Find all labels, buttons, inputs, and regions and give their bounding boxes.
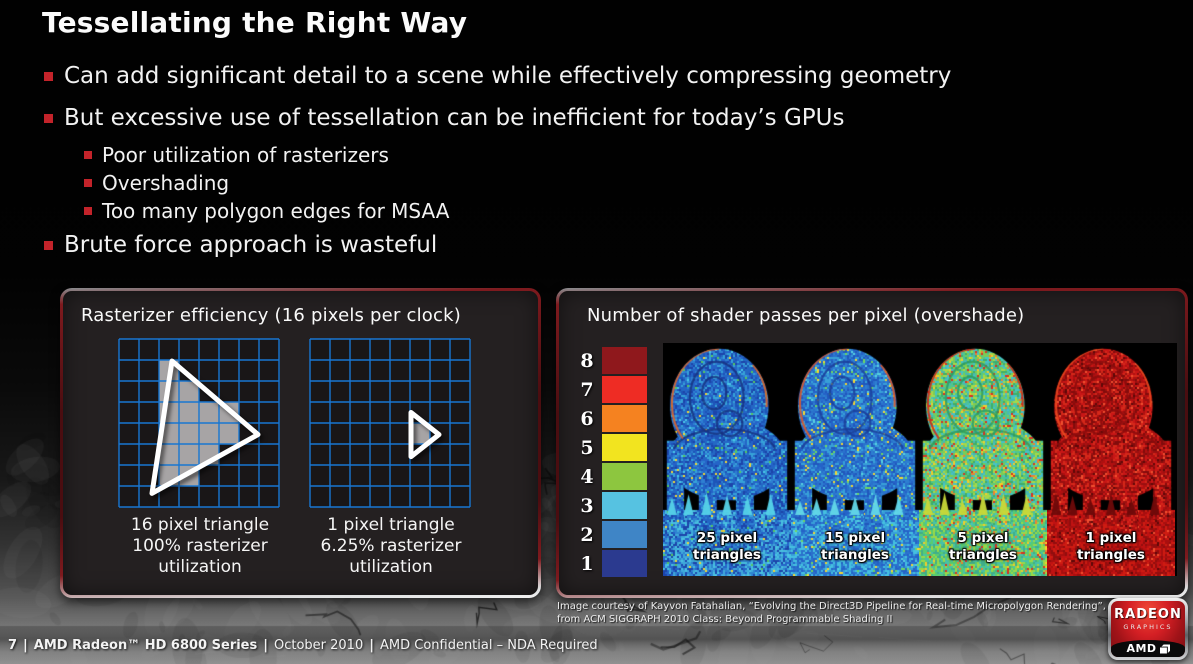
- panel-body: Number of shader passes per pixel (overs…: [559, 291, 1185, 595]
- bullet-square-icon: [84, 179, 92, 187]
- scale-value: 7: [580, 378, 594, 401]
- scale-swatch: [602, 550, 647, 577]
- page-number: 7: [8, 638, 18, 653]
- scale-swatch: [602, 405, 647, 432]
- scale-row: 8: [575, 346, 647, 375]
- scale-swatch: [602, 376, 647, 403]
- graphics-label: GRAPHICS: [1123, 623, 1173, 631]
- bullet-text: Brute force approach is wasteful: [64, 232, 438, 258]
- large-triangle-diagram: 16 pixel triangle 100% rasterizer utiliz…: [118, 338, 281, 578]
- caption-line: 16 pixel triangle: [130, 515, 270, 535]
- confidential-notice: AMD Confidential – NDA Required: [379, 638, 598, 653]
- heatmap-label: 1 pixel triangles: [1077, 530, 1145, 564]
- sub-bullet-item: Overshading: [84, 171, 229, 195]
- diagram-caption: 16 pixel triangle 100% rasterizer utiliz…: [119, 515, 281, 578]
- bullet-text: Too many polygon edges for MSAA: [102, 199, 450, 223]
- heatmap-image: [919, 343, 1047, 576]
- pixel-grid-diagram: [309, 338, 471, 508]
- bullet-square-icon: [84, 151, 92, 159]
- color-scale-legend: 8 7 6 5 4 3 2 1: [575, 346, 647, 578]
- sub-bullet-item: Too many polygon edges for MSAA: [84, 199, 449, 223]
- radeon-wordmark: RADEON: [1114, 607, 1182, 622]
- amd-arrow-icon: [1159, 643, 1170, 654]
- scale-row: 3: [575, 491, 647, 520]
- diagram-caption: 1 pixel triangle 6.25% rasterizer utiliz…: [310, 515, 472, 578]
- caption-line: 1 pixel triangle: [327, 515, 455, 535]
- bullet-square-icon: [44, 114, 53, 123]
- scale-row: 1: [575, 549, 647, 578]
- scale-swatch: [602, 347, 647, 374]
- bullet-text: Overshading: [102, 171, 230, 195]
- footer-separator: |: [263, 638, 268, 653]
- small-triangle-diagram: 1 pixel triangle 6.25% rasterizer utiliz…: [309, 338, 472, 578]
- bullet-text: Poor utilization of rasterizers: [102, 143, 389, 167]
- heatmap-image: [663, 343, 791, 576]
- image-credit-caption: Image courtesy of Kayvon Fatahalian, “Ev…: [557, 601, 1157, 626]
- bullet-square-icon: [44, 241, 53, 250]
- bullet-item: But excessive use of tessellation can be…: [44, 105, 844, 131]
- scale-value: 2: [580, 523, 594, 546]
- heatmap-1px: 1 pixel triangles: [1047, 343, 1175, 576]
- scale-swatch: [602, 492, 647, 519]
- heatmap-image: [791, 343, 919, 576]
- panel-body: Rasterizer efficiency (16 pixels per clo…: [63, 291, 538, 595]
- scale-swatch: [602, 463, 647, 490]
- bullet-text: But excessive use of tessellation can be…: [64, 105, 845, 131]
- scale-value: 3: [580, 494, 594, 517]
- bullet-item: Can add significant detail to a scene wh…: [44, 63, 951, 89]
- rasterizer-efficiency-panel: Rasterizer efficiency (16 pixels per clo…: [60, 288, 541, 598]
- bullet-square-icon: [84, 207, 92, 215]
- heatmap-15px: 15 pixel triangles: [791, 343, 919, 576]
- scale-value: 4: [580, 465, 594, 488]
- scale-row: 6: [575, 404, 647, 433]
- panel-title: Rasterizer efficiency (16 pixels per clo…: [81, 305, 461, 326]
- scale-row: 2: [575, 520, 647, 549]
- heatmap-label: 25 pixel triangles: [693, 530, 761, 564]
- heatmap-strip: 25 pixel triangles 15 pixel triangles: [663, 343, 1177, 576]
- scale-swatch: [602, 434, 647, 461]
- scale-value: 5: [580, 436, 594, 459]
- scale-swatch: [602, 521, 647, 548]
- overshade-panel: Number of shader passes per pixel (overs…: [556, 288, 1188, 598]
- scale-value: 8: [580, 349, 594, 372]
- heatmap-5px: 5 pixel triangles: [919, 343, 1047, 576]
- scale-value: 1: [580, 552, 594, 575]
- bullet-square-icon: [44, 72, 53, 81]
- footer-separator: |: [369, 638, 374, 653]
- product-name: AMD Radeon™ HD 6800 Series: [33, 638, 258, 653]
- footer-date: October 2010: [273, 638, 364, 653]
- credit-line: Image courtesy of Kayvon Fatahalian, “Ev…: [557, 601, 1106, 612]
- bullet-item: Brute force approach is wasteful: [44, 232, 437, 258]
- scale-value: 6: [580, 407, 594, 430]
- heatmap-label: 15 pixel triangles: [821, 530, 889, 564]
- scale-row: 5: [575, 433, 647, 462]
- caption-line: utilization: [158, 557, 242, 578]
- page-title: Tessellating the Right Way: [42, 6, 468, 39]
- pixel-grid-diagram: [118, 338, 280, 508]
- amd-logo: AMD: [1111, 640, 1185, 657]
- caption-line: 100% rasterizer: [132, 536, 268, 557]
- panel-title: Number of shader passes per pixel (overs…: [587, 305, 1025, 326]
- radeon-graphics-logo: RADEON GRAPHICS AMD: [1108, 598, 1188, 660]
- footer-separator: |: [23, 638, 28, 653]
- heatmap-label: 5 pixel triangles: [949, 530, 1017, 564]
- bullet-text: Can add significant detail to a scene wh…: [64, 63, 952, 89]
- sub-bullet-item: Poor utilization of rasterizers: [84, 143, 389, 167]
- heatmap-25px: 25 pixel triangles: [663, 343, 791, 576]
- caption-line: utilization: [349, 557, 433, 578]
- caption-line: 6.25% rasterizer: [320, 536, 462, 557]
- footer: 7 | AMD Radeon™ HD 6800 Series | October 201…: [8, 638, 598, 653]
- credit-line: from ACM SIGGRAPH 2010 Class: Beyond Pro…: [557, 613, 893, 625]
- scale-row: 7: [575, 375, 647, 404]
- heatmap-image: [1047, 343, 1175, 576]
- scale-row: 4: [575, 462, 647, 491]
